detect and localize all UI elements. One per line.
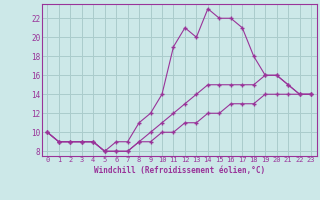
X-axis label: Windchill (Refroidissement éolien,°C): Windchill (Refroidissement éolien,°C)	[94, 166, 265, 175]
